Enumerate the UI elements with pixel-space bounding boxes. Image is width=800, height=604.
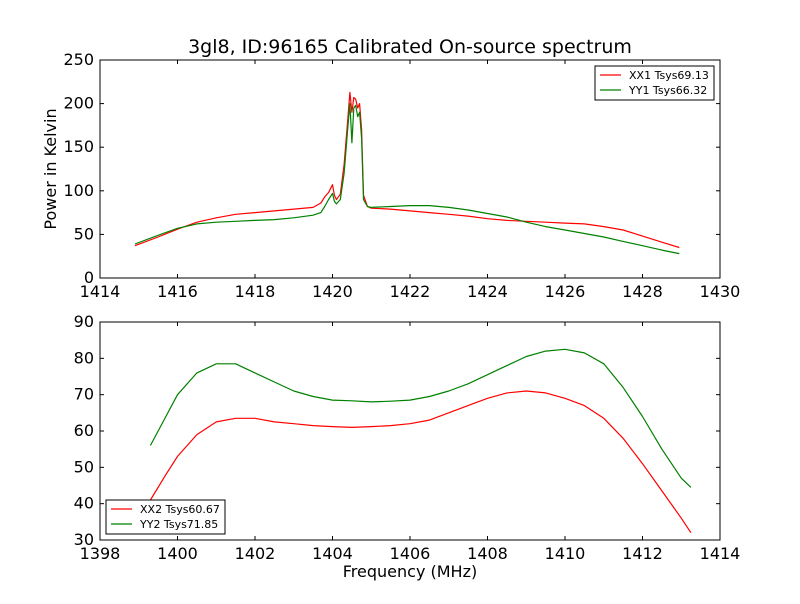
- top-legend-entry-2: YY1 Tsys66.32: [628, 84, 707, 97]
- bottom-series-line-1: [149, 390, 692, 534]
- top-series-line-2: [134, 102, 680, 255]
- bottom-legend: XX2 Tsys60.67 YY2 Tsys71.85: [105, 499, 226, 535]
- top-y-tick-label: 0: [84, 268, 94, 287]
- bottom-x-tick-label: 1412: [622, 544, 663, 563]
- bottom-x-tick-label: 1398: [80, 544, 121, 563]
- top-x-tick-label: 1422: [390, 282, 431, 301]
- top-y-tick-label: 200: [63, 94, 94, 113]
- top-x-tick-label: 1426: [545, 282, 586, 301]
- bottom-y-tick-label: 40: [74, 494, 94, 513]
- bottom-x-tick-label: 1408: [467, 544, 508, 563]
- top-x-tick-label: 1414: [80, 282, 121, 301]
- bottom-legend-box: [105, 499, 226, 535]
- bottom-y-tick-label: 30: [74, 530, 94, 549]
- bottom-y-tick-label: 50: [74, 457, 94, 476]
- bottom-series-line-2: [149, 348, 692, 488]
- top-y-tick-label: 50: [74, 224, 94, 243]
- bottom-legend-entry-2: YY2 Tsys71.85: [139, 518, 218, 531]
- bottom-x-tick-label: 1406: [390, 544, 431, 563]
- top-y-tick-label: 250: [63, 50, 94, 69]
- bottom-y-tick-label: 60: [74, 421, 94, 440]
- top-legend-entry-1: XX1 Tsys69.13: [629, 69, 709, 82]
- bottom-y-tick-label: 70: [74, 385, 94, 404]
- chart-title: 3gl8, ID:96165 Calibrated On-source spec…: [188, 36, 632, 58]
- top-legend-box: [594, 65, 715, 101]
- bottom-x-axis-label: Frequency (MHz): [343, 562, 477, 581]
- top-x-tick-label: 1420: [312, 282, 353, 301]
- top-y-tick-label: 150: [63, 137, 94, 156]
- top-plot: 1414 1416 1418 1420 1422 1424 1426 1428 1430 0 50 1…: [63, 50, 740, 301]
- top-legend: XX1 Tsys69.13 YY1 Tsys66.32: [594, 65, 715, 101]
- top-y-axis-label: Power in Kelvin: [41, 108, 60, 229]
- top-series-line-1: [134, 91, 680, 249]
- bottom-plot: 1398 1400 1402 1404 1406 1408 1410 1412 1414 30 40…: [74, 312, 741, 563]
- top-x-tick-label: 1430: [700, 282, 741, 301]
- top-x-tick-label: 1416: [157, 282, 198, 301]
- bottom-x-tick-label: 1414: [700, 544, 741, 563]
- bottom-y-tick-label: 80: [74, 348, 94, 367]
- top-x-tick-label: 1424: [467, 282, 508, 301]
- bottom-legend-entry-1: XX2 Tsys60.67: [140, 503, 220, 516]
- top-y-tick-label: 100: [63, 181, 94, 200]
- top-x-tick-label: 1418: [235, 282, 276, 301]
- bottom-x-tick-label: 1402: [235, 544, 276, 563]
- bottom-x-tick-label: 1400: [157, 544, 198, 563]
- bottom-x-tick-label: 1404: [312, 544, 353, 563]
- bottom-x-tick-label: 1410: [545, 544, 586, 563]
- top-x-tick-label: 1428: [622, 282, 663, 301]
- bottom-y-tick-label: 90: [74, 312, 94, 331]
